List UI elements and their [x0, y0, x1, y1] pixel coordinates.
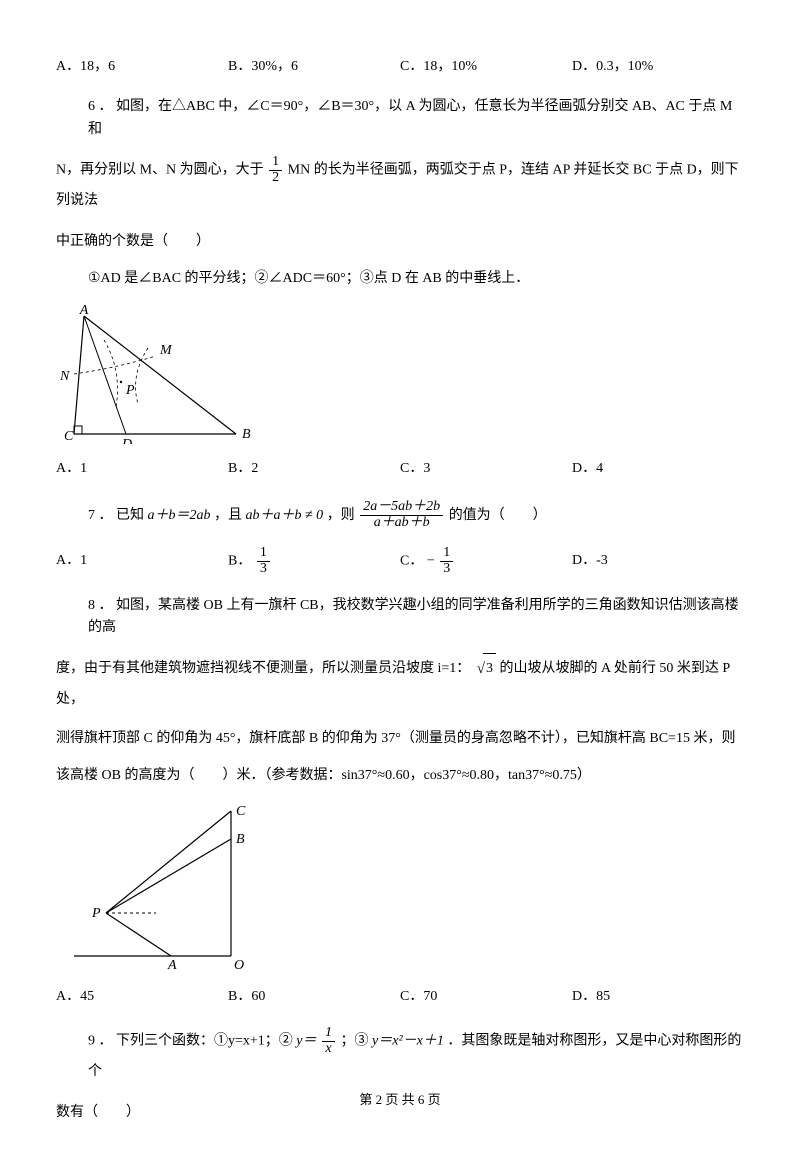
q6-optB: B．2	[228, 458, 400, 480]
q7-num: 7 ．	[88, 508, 113, 523]
q9-eq3: y＝x²－x＋1	[372, 1033, 444, 1048]
q8-num: 8 ．	[88, 598, 113, 613]
q7-options: A．1 B． 1 3 C． − 1 3 D．-3	[56, 546, 744, 576]
q8-optB: B．60	[228, 986, 400, 1008]
q7-optB-frac: 1 3	[255, 546, 272, 576]
q9-num: 9 ．	[88, 1033, 113, 1048]
q5-optB: B．30%，6	[228, 56, 400, 78]
q7-optB: B． 1 3	[228, 546, 400, 576]
q5-optC: C．18，10%	[400, 56, 572, 78]
q8-t2a: 度，由于有其他建筑物遮挡视线不便测量，所以测量员沿坡度 i=1：	[56, 661, 470, 676]
q7-oC-d: 3	[440, 562, 453, 577]
q9-ta: 下列三个函数：①y=x+1；②	[116, 1033, 296, 1048]
q6-figure: A B C D M N P	[56, 304, 744, 452]
q9-frac: 1 x	[320, 1026, 337, 1056]
q9-fd: x	[322, 1042, 335, 1057]
q8-sqrt: 3	[474, 653, 496, 685]
q7-tc: ，则	[327, 508, 355, 523]
q8-line1: 8 ． 如图，某高楼 OB 上有一旗杆 CB，我校数学兴趣小组的同学准备利用所学…	[56, 595, 744, 640]
q7-oC-n: 1	[440, 546, 453, 562]
q7-optC-sign: −	[427, 554, 435, 569]
q7-optA: A．1	[56, 550, 228, 572]
page-footer: 第 2 页 共 6 页	[0, 1090, 800, 1111]
q6-text1: 如图，在△ABC 中，∠C＝90°，∠B＝30°，以 A 为圆心，任意长为半径画…	[88, 99, 732, 136]
q6-labelM: M	[159, 343, 173, 358]
q7-oB-n: 1	[257, 546, 270, 562]
q9-line1: 9 ． 下列三个函数：①y=x+1；② y＝ 1 x ；③ y＝x²－x＋1 ．…	[56, 1026, 744, 1088]
q5-optA: A．18，6	[56, 56, 228, 78]
q6-stmts: ①AD 是∠BAC 的平分线；②∠ADC＝60°；③点 D 在 AB 的中垂线上…	[56, 268, 744, 290]
q8-line3: 测得旗杆顶部 C 的仰角为 45°，旗杆底部 B 的仰角为 37°（测量员的身高…	[56, 728, 744, 750]
q8-sqrt-r: 3	[483, 653, 496, 683]
q6-text2a: N，再分别以 M、N 为圆心，大于	[56, 163, 267, 178]
q9-eq2l: y＝	[296, 1033, 316, 1048]
q6-labelP: P	[125, 383, 135, 398]
q7-e1: a＋b＝2ab	[148, 508, 211, 523]
q6-frac-d: 2	[269, 171, 282, 186]
q6-line2: N，再分别以 M、N 为圆心，大于 1 2 MN 的长为半径画弧，两弧交于点 P…	[56, 155, 744, 217]
q6-optA: A．1	[56, 458, 228, 480]
q8-svg: C B O A P	[56, 801, 266, 971]
q8-options: A．45 B．60 C．70 D．85	[56, 986, 744, 1008]
q8-labelA: A	[167, 958, 177, 971]
q8-line4: 该高楼 OB 的高度为（ ）米．（参考数据：sin37°≈0.60，cos37°…	[56, 765, 744, 787]
q5-options: A．18，6 B．30%，6 C．18，10% D．0.3，10%	[56, 56, 744, 78]
q6-labelD: D	[121, 437, 132, 444]
q6-optC: C．3	[400, 458, 572, 480]
q6-num: 6 ．	[88, 99, 113, 114]
q8-labelB: B	[236, 832, 245, 847]
q9-fn: 1	[322, 1026, 335, 1042]
q7-optC-frac: 1 3	[438, 546, 455, 576]
q6-labelC: C	[64, 429, 74, 444]
q7-optD: D．-3	[572, 550, 744, 572]
q7-oB-d: 3	[257, 562, 270, 577]
q7-frac-d: a＋ab＋b	[360, 516, 443, 531]
q6-options: A．1 B．2 C．3 D．4	[56, 458, 744, 480]
q8-optA: A．45	[56, 986, 228, 1008]
q7-stem: 7 ． 已知 a＋b＝2ab ，且 ab＋a＋b ≠ 0 ，则 2a－5ab＋2…	[56, 499, 744, 533]
q8-optD: D．85	[572, 986, 744, 1008]
q6-svg: A B C D M N P	[56, 304, 256, 444]
q7-tb: ，且	[214, 508, 242, 523]
q7-optC: C． − 1 3	[400, 546, 572, 576]
q8-labelP: P	[91, 906, 101, 921]
q6-labelN: N	[59, 369, 70, 384]
q7-frac: 2a－5ab＋2b a＋ab＋b	[358, 500, 445, 530]
q7-optB-pre: B．	[228, 554, 251, 569]
q6-line1: 6 ． 如图，在△ABC 中，∠C＝90°，∠B＝30°，以 A 为圆心，任意长…	[56, 96, 744, 141]
page-container: A．18，6 B．30%，6 C．18，10% D．0.3，10% 6 ． 如图…	[0, 0, 800, 1158]
q7-e2: ab＋a＋b ≠ 0	[246, 508, 324, 523]
q8-optC: C．70	[400, 986, 572, 1008]
q6-labelB: B	[242, 427, 251, 442]
q9-tb: ；③	[341, 1033, 369, 1048]
q7-optC-pre: C．	[400, 554, 423, 569]
q7-td: 的值为（ ）	[449, 508, 547, 523]
q7-ta: 已知	[116, 508, 144, 523]
q8-figure: C B O A P	[56, 801, 744, 979]
q6-frac-n: 1	[269, 155, 282, 171]
q6-line3: 中正确的个数是（ ）	[56, 231, 744, 253]
q8-line2: 度，由于有其他建筑物遮挡视线不便测量，所以测量员沿坡度 i=1： 3 的山坡从坡…	[56, 653, 744, 714]
q5-optD: D．0.3，10%	[572, 56, 744, 78]
q6-labelA: A	[79, 304, 89, 318]
q8-labelC: C	[236, 804, 246, 819]
q8-t1: 如图，某高楼 OB 上有一旗杆 CB，我校数学兴趣小组的同学准备利用所学的三角函…	[88, 598, 739, 635]
q6-frac: 1 2	[267, 155, 284, 185]
q7-frac-n: 2a－5ab＋2b	[360, 500, 443, 516]
q8-labelO: O	[234, 958, 244, 971]
q6-optD: D．4	[572, 458, 744, 480]
